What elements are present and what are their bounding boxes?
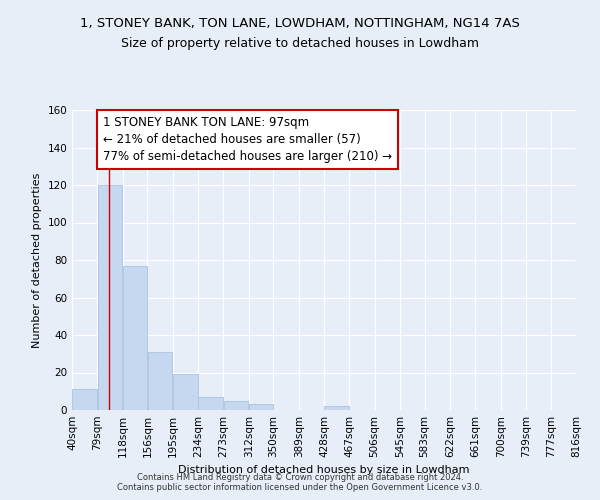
Bar <box>98 185 122 410</box>
Bar <box>123 266 147 410</box>
Text: 1, STONEY BANK, TON LANE, LOWDHAM, NOTTINGHAM, NG14 7AS: 1, STONEY BANK, TON LANE, LOWDHAM, NOTTI… <box>80 18 520 30</box>
Bar <box>148 352 172 410</box>
Text: 1 STONEY BANK TON LANE: 97sqm
← 21% of detached houses are smaller (57)
77% of s: 1 STONEY BANK TON LANE: 97sqm ← 21% of d… <box>103 116 392 162</box>
Bar <box>324 406 349 410</box>
Bar <box>224 400 248 410</box>
Bar <box>173 374 198 410</box>
Bar <box>249 404 273 410</box>
Text: Contains HM Land Registry data © Crown copyright and database right 2024.
Contai: Contains HM Land Registry data © Crown c… <box>118 473 482 492</box>
Y-axis label: Number of detached properties: Number of detached properties <box>32 172 42 348</box>
Bar <box>72 390 97 410</box>
X-axis label: Distribution of detached houses by size in Lowdham: Distribution of detached houses by size … <box>178 466 470 475</box>
Text: Size of property relative to detached houses in Lowdham: Size of property relative to detached ho… <box>121 38 479 51</box>
Bar <box>198 397 223 410</box>
